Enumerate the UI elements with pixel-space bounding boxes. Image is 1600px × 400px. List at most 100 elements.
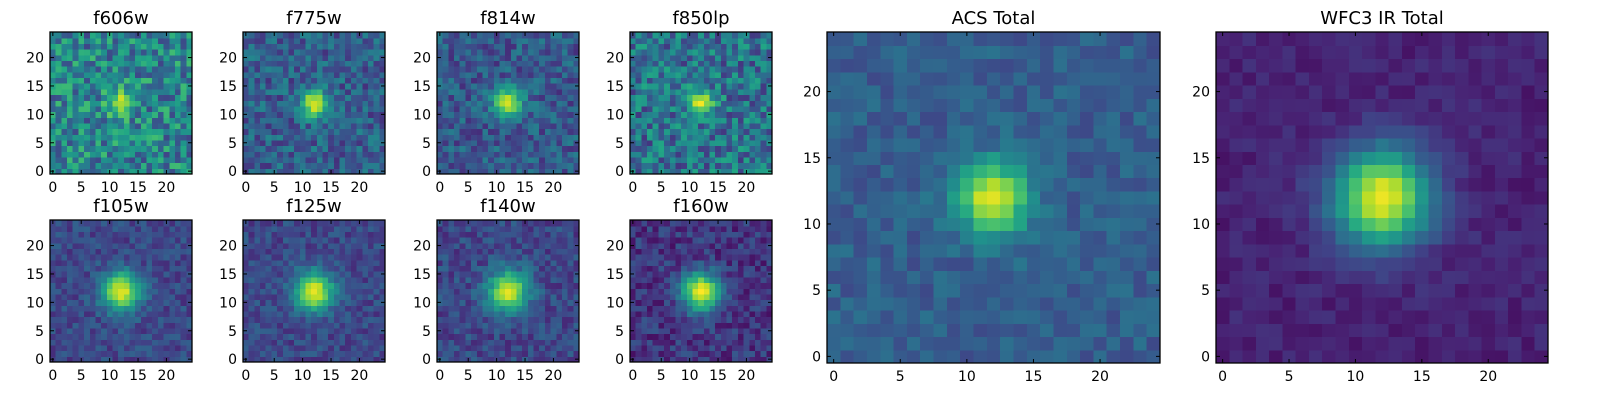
heatmap-cell xyxy=(573,162,580,169)
heatmap-cell xyxy=(180,288,187,295)
heatmap-cell xyxy=(106,344,114,352)
heatmap-cell xyxy=(471,316,478,323)
heatmap-cell xyxy=(749,151,756,158)
heatmap-cell xyxy=(174,288,182,295)
heatmap-cell xyxy=(754,139,762,147)
heatmap-cell xyxy=(140,71,148,79)
heatmap-cell xyxy=(282,288,290,295)
heatmap-cell xyxy=(84,139,91,147)
heatmap-cell xyxy=(316,105,324,113)
heatmap-cell xyxy=(499,117,506,124)
heatmap-cell xyxy=(322,32,329,39)
heatmap-cell xyxy=(333,225,341,232)
heatmap-cell xyxy=(106,134,114,141)
heatmap-cell xyxy=(140,139,148,147)
heatmap-cell xyxy=(271,122,278,130)
heatmap-cell xyxy=(345,43,352,50)
heatmap-cell xyxy=(305,77,312,84)
heatmap-cell xyxy=(471,145,478,152)
heatmap-cell xyxy=(174,259,182,267)
heatmap-cell xyxy=(471,49,478,56)
heatmap-cell xyxy=(152,350,159,357)
heatmap-cell xyxy=(169,344,176,352)
heatmap-cell xyxy=(311,71,318,79)
heatmap-cell xyxy=(106,299,114,306)
heatmap-cell xyxy=(277,117,284,124)
heatmap-cell xyxy=(561,220,569,227)
heatmap-cell xyxy=(720,77,728,84)
heatmap-cell xyxy=(55,168,62,175)
heatmap-cell xyxy=(157,32,165,39)
heatmap-cell xyxy=(476,145,484,152)
heatmap-cell xyxy=(146,237,153,244)
heatmap-cell xyxy=(305,299,312,306)
heatmap-cell xyxy=(135,139,142,147)
heatmap-cell xyxy=(448,310,455,318)
heatmap-cell xyxy=(157,293,165,301)
heatmap-cell xyxy=(505,299,512,306)
heatmap-cell xyxy=(442,333,449,340)
heatmap-cell xyxy=(157,162,165,169)
heatmap-cell xyxy=(305,322,312,329)
heatmap-cell xyxy=(379,220,386,227)
heatmap-cell xyxy=(737,139,745,147)
heatmap-cell xyxy=(260,310,267,318)
heatmap-cell xyxy=(760,156,767,164)
heatmap-cell xyxy=(373,282,380,289)
heatmap-cell xyxy=(476,77,484,84)
heatmap-cell xyxy=(174,139,182,147)
heatmap-cell xyxy=(647,333,654,340)
heatmap-cell xyxy=(465,225,472,232)
heatmap-cell xyxy=(140,128,148,135)
heatmap-cell xyxy=(709,117,716,124)
heatmap-cell xyxy=(72,105,79,113)
heatmap-cell xyxy=(260,117,267,124)
heatmap-cell xyxy=(488,60,495,67)
heatmap-cell xyxy=(737,111,745,118)
heatmap-cell xyxy=(339,271,346,278)
heatmap-cell xyxy=(333,282,341,289)
heatmap-cell xyxy=(454,54,461,61)
heatmap-cell xyxy=(169,259,176,267)
heatmap-cell xyxy=(78,128,85,135)
heatmap-cell xyxy=(294,156,301,164)
heatmap-cell xyxy=(95,145,102,152)
heatmap-cell xyxy=(135,259,142,267)
heatmap-cell xyxy=(55,88,62,96)
heatmap-cell xyxy=(658,156,665,164)
heatmap-cell xyxy=(277,168,284,175)
heatmap-cell xyxy=(675,49,682,56)
heatmap-cell xyxy=(664,151,671,158)
heatmap-cell xyxy=(288,276,295,284)
heatmap-cell xyxy=(647,356,654,363)
heatmap-cell xyxy=(652,139,659,147)
heatmap-cell xyxy=(635,322,642,329)
heatmap-cell xyxy=(305,265,312,272)
heatmap-cell xyxy=(533,356,540,363)
heatmap-cell xyxy=(78,310,85,318)
heatmap-cell xyxy=(106,248,114,255)
heatmap-cell xyxy=(522,265,529,272)
heatmap-cell xyxy=(754,156,762,164)
heatmap-cell xyxy=(698,145,705,152)
heatmap-cell xyxy=(50,94,57,101)
heatmap-cell xyxy=(493,322,501,329)
heatmap-cell xyxy=(482,299,489,306)
heatmap-cell xyxy=(101,117,108,124)
heatmap-cell xyxy=(482,333,489,340)
heatmap-cell xyxy=(669,316,677,323)
heatmap-cell xyxy=(265,168,272,175)
heatmap-cell xyxy=(356,265,363,272)
heatmap-cell xyxy=(101,134,108,141)
heatmap-cell xyxy=(72,117,79,124)
heatmap-cell xyxy=(135,111,142,118)
heatmap-cell xyxy=(522,305,529,312)
heatmap-cell xyxy=(78,327,85,335)
heatmap-cell xyxy=(146,156,153,164)
heatmap-cell xyxy=(669,43,677,50)
heatmap-cell xyxy=(350,344,358,352)
heatmap-cell xyxy=(749,322,756,329)
heatmap-cell xyxy=(180,88,187,96)
heatmap-cell xyxy=(766,43,773,50)
heatmap-cell xyxy=(544,43,552,50)
